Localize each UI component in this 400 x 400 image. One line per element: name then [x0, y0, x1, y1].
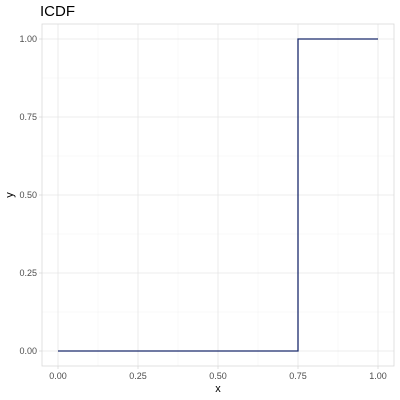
plot-panel — [41, 23, 395, 367]
y-axis: 0.00 0.25 0.50 0.75 1.00 — [19, 34, 42, 356]
series-line-0 — [58, 38, 378, 352]
x-tick-label: 1.00 — [369, 371, 387, 381]
x-tick-label: 0.00 — [49, 371, 67, 381]
chart-title: ICDF — [40, 3, 75, 20]
x-axis-title: x — [215, 383, 221, 395]
x-axis: 0.00 0.25 0.50 0.75 1.00 — [49, 366, 387, 381]
series-layer — [58, 38, 378, 352]
y-tick-label: 0.75 — [19, 112, 37, 122]
x-tick-label: 0.75 — [289, 371, 307, 381]
y-tick-label: 0.00 — [19, 346, 37, 356]
y-tick-label: 0.50 — [19, 190, 37, 200]
y-axis-title: y — [4, 192, 16, 198]
grid-lines — [41, 23, 395, 367]
x-tick-label: 0.25 — [129, 371, 147, 381]
y-tick-label: 0.25 — [19, 268, 37, 278]
x-tick-label: 0.50 — [209, 371, 227, 381]
y-tick-label: 1.00 — [19, 34, 37, 44]
